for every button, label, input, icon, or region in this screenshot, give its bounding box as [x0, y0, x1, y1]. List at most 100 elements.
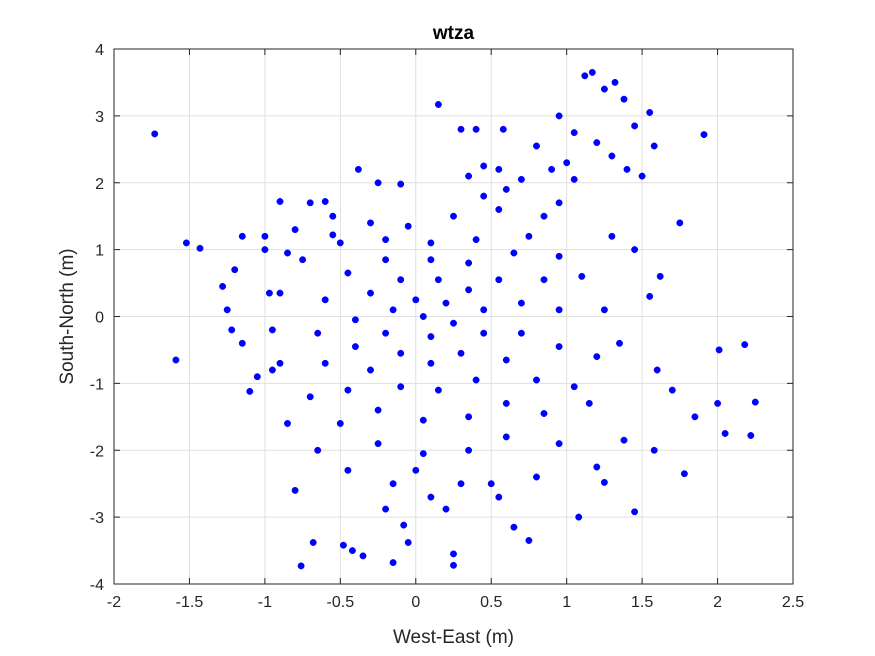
data-point	[555, 343, 563, 351]
data-point	[348, 547, 356, 555]
data-point	[419, 313, 427, 320]
data-point	[480, 306, 488, 314]
data-point	[427, 333, 435, 341]
x-tick-label: 0.5	[480, 594, 502, 611]
data-point	[339, 541, 347, 549]
data-point	[450, 319, 457, 327]
data-point	[653, 366, 661, 374]
data-point	[585, 399, 593, 407]
data-point	[389, 559, 397, 567]
data-point	[608, 152, 616, 160]
data-point	[548, 165, 556, 173]
data-point	[517, 299, 525, 307]
x-tick-label: 2.5	[782, 594, 804, 611]
data-point	[374, 179, 382, 187]
data-point	[570, 129, 578, 137]
data-point	[354, 165, 362, 173]
data-point	[495, 165, 503, 173]
data-point	[457, 349, 465, 357]
data-point	[555, 306, 563, 314]
data-point	[588, 68, 596, 76]
y-tick-label: -4	[90, 577, 104, 594]
data-point	[510, 249, 518, 257]
data-point	[284, 249, 291, 257]
data-point	[600, 85, 608, 93]
data-point	[321, 359, 329, 367]
data-point	[151, 130, 159, 138]
data-point	[268, 366, 276, 374]
data-point	[427, 239, 435, 247]
x-axis-label: West-East (m)	[393, 627, 514, 648]
data-point	[219, 282, 227, 290]
data-point	[502, 399, 510, 407]
data-point	[578, 272, 586, 280]
y-tick-label: 0	[95, 310, 104, 327]
data-point	[533, 142, 540, 150]
data-point	[495, 276, 503, 284]
data-point	[581, 72, 589, 80]
data-point	[261, 246, 269, 254]
data-point	[721, 430, 729, 437]
data-point	[284, 420, 291, 427]
data-point	[646, 109, 654, 116]
data-point	[680, 470, 688, 478]
y-tick-label: -3	[90, 510, 104, 527]
data-point	[367, 289, 374, 297]
data-point	[540, 410, 548, 417]
data-point	[495, 206, 503, 213]
data-point	[228, 326, 236, 334]
data-point	[457, 125, 465, 133]
x-tick-label: -0.5	[327, 594, 355, 611]
x-tick-label: -1.5	[176, 594, 204, 611]
data-point	[265, 289, 273, 297]
data-point	[321, 296, 329, 304]
data-point	[291, 226, 299, 234]
y-tick-label: -1	[90, 376, 104, 393]
data-point	[593, 139, 601, 147]
data-point	[676, 219, 684, 227]
data-point	[555, 252, 563, 260]
data-point	[389, 480, 397, 488]
data-point	[495, 493, 503, 501]
data-point	[525, 232, 533, 240]
y-tick-label: 2	[95, 176, 104, 193]
y-tick-labels: -4 -3 -2 -1 0 1 2 3 4	[90, 42, 104, 594]
data-point	[374, 440, 382, 448]
data-point	[419, 450, 427, 458]
data-point	[510, 523, 518, 531]
data-point	[502, 356, 510, 364]
data-point	[751, 398, 759, 406]
data-point	[434, 101, 442, 108]
data-point	[600, 478, 608, 486]
data-point	[442, 505, 450, 513]
data-point	[472, 125, 480, 133]
data-point	[344, 466, 352, 474]
data-point	[427, 493, 435, 501]
data-point	[412, 466, 420, 474]
data-point	[367, 219, 374, 227]
data-point	[397, 383, 405, 391]
data-point	[638, 172, 646, 180]
data-point	[646, 292, 654, 300]
y-axis-label: South-North (m)	[57, 248, 78, 384]
data-point	[397, 276, 405, 284]
data-point	[314, 446, 322, 454]
data-point	[450, 550, 457, 558]
data-point	[631, 122, 639, 130]
data-point	[276, 289, 284, 297]
data-point	[412, 296, 420, 304]
data-point	[499, 125, 507, 133]
y-tick-label: 4	[95, 42, 104, 59]
data-point	[382, 505, 390, 513]
x-tick-labels: -2 -1.5 -1 -0.5 0 0.5 1 1.5 2 2.5	[107, 594, 804, 611]
data-point	[276, 198, 284, 205]
data-point	[223, 306, 231, 314]
data-point	[620, 436, 628, 444]
data-point	[650, 446, 658, 454]
data-point	[351, 316, 359, 324]
chart-title: wtza	[432, 23, 475, 44]
data-point	[487, 480, 495, 488]
data-point	[172, 356, 180, 364]
y-tick-label: -2	[90, 443, 104, 460]
